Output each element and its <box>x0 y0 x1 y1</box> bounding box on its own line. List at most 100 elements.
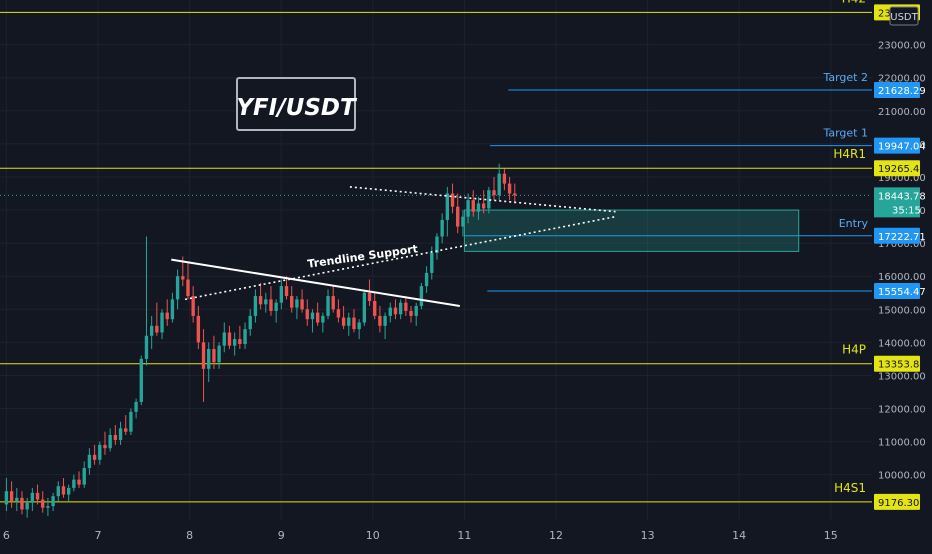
target-target-2-tag <box>874 82 920 99</box>
candle-body <box>170 299 175 320</box>
candle-body <box>326 296 330 316</box>
candle-body <box>481 203 486 209</box>
candle-body <box>51 496 55 507</box>
level-label-h4s1: H4S1 <box>834 481 866 495</box>
target-target-2-price: 21628.29 <box>878 86 926 97</box>
x-tick-label: 12 <box>549 529 563 542</box>
candle-body <box>72 479 76 488</box>
candle-body <box>118 428 123 440</box>
level-label-h4r1: H4R1 <box>833 147 866 161</box>
candle-body <box>4 491 9 505</box>
candle-body <box>15 497 19 502</box>
candle-body <box>430 253 434 273</box>
candle-body <box>336 309 341 318</box>
candle-body <box>440 219 444 237</box>
candle-body <box>502 173 507 184</box>
candle-body <box>207 348 211 369</box>
candle-body <box>41 499 45 508</box>
level-label-h4p: H4P <box>842 343 866 357</box>
level-label-h42: H42 <box>842 0 866 5</box>
candle-body <box>507 183 512 194</box>
title-box: YFI/USDT <box>236 77 358 131</box>
candle-body <box>61 486 66 495</box>
target-stop-tag <box>874 282 920 299</box>
target-label-entry: Entry <box>839 217 869 230</box>
y-tick-label: 13000.00 <box>878 371 926 382</box>
x-tick-label: 9 <box>278 529 285 542</box>
currency-label: USDT <box>890 12 918 23</box>
x-tick-label: 7 <box>95 529 102 542</box>
candle-body <box>284 286 289 297</box>
candle-body <box>144 335 149 359</box>
candle-body <box>66 487 71 495</box>
candle-body <box>82 468 86 485</box>
entry-zone[interactable] <box>463 209 800 252</box>
candle-body <box>305 309 309 320</box>
candle-body <box>487 190 491 209</box>
candle-body <box>393 307 398 315</box>
candle-body <box>419 286 424 306</box>
candle-body <box>258 296 263 305</box>
candle-body <box>461 216 465 227</box>
candle-body <box>113 434 118 440</box>
candle-body <box>341 317 346 326</box>
candle-body <box>165 312 169 320</box>
target-entry-price: 17222.71 <box>878 232 926 243</box>
current-price-value: 18443.78 <box>878 191 926 202</box>
candle-body <box>435 236 439 254</box>
candle-body <box>155 325 159 333</box>
candle-body <box>450 193 455 207</box>
candle-body <box>46 506 50 508</box>
candle-body <box>476 203 481 212</box>
candle-body <box>243 329 247 345</box>
target-stop-price: 15554.47 <box>878 287 926 298</box>
candle-body <box>20 497 24 510</box>
candle-body <box>388 307 392 316</box>
y-tick-label: 23000.00 <box>878 41 926 52</box>
candle-body <box>264 299 268 305</box>
candle-body <box>232 339 237 346</box>
candle-body <box>92 454 97 460</box>
y-tick-label: 10000.00 <box>878 471 926 482</box>
candle-body <box>373 301 377 316</box>
candle-body <box>9 491 14 502</box>
candle-body <box>378 315 382 326</box>
candle-body <box>466 200 470 217</box>
candle-body <box>352 317 356 330</box>
candle-body <box>134 401 138 412</box>
trendline-annotation: Trendline Support <box>307 242 419 270</box>
candle-body <box>181 276 185 280</box>
candle-body <box>497 173 501 196</box>
countdown-timer: 35:15 <box>892 205 921 216</box>
y-tick-label: 12000.00 <box>878 405 926 416</box>
level-h4r1-tag <box>874 160 920 177</box>
target-label-target-2: Target 2 <box>822 71 868 84</box>
trendlines[interactable] <box>171 186 616 307</box>
currency-badge[interactable]: USDT <box>889 6 919 26</box>
candle-body <box>445 193 450 220</box>
time-axis[interactable]: 6 7 8 9 10 11 12 13 14 15 <box>0 520 872 550</box>
candle-body <box>77 479 81 485</box>
price-axis[interactable]: 10000.00 11000.00 12000.00 13000.00 14000.00… <box>872 0 932 520</box>
candle-body <box>424 272 429 287</box>
candle-body <box>175 276 180 300</box>
candle-body <box>149 325 154 336</box>
candle-body <box>87 454 92 469</box>
candle-body <box>222 332 226 346</box>
candle-body <box>300 299 304 310</box>
candle-body <box>139 358 143 402</box>
y-tick-label: 14000.00 <box>878 338 926 349</box>
candle-body <box>212 348 216 363</box>
x-tick-label: 13 <box>641 529 655 542</box>
candle-body <box>362 292 367 323</box>
candle-body <box>310 312 315 320</box>
candle-body <box>315 312 320 323</box>
candle-body <box>191 296 195 316</box>
candle-body <box>98 444 102 460</box>
level-h4p-tag <box>874 355 920 372</box>
target-label-target-1: Target 1 <box>822 127 868 140</box>
x-tick-label: 14 <box>732 529 746 542</box>
candle-body <box>108 434 112 449</box>
